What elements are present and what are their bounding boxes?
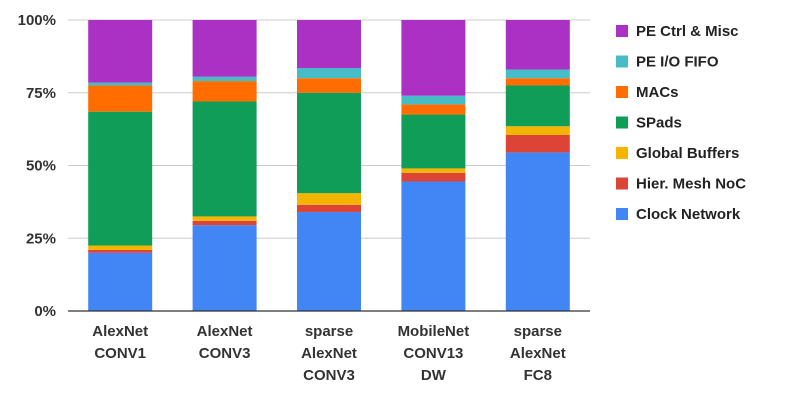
bar-segment-clock-network <box>88 252 153 311</box>
y-tick-label: 25% <box>26 230 56 247</box>
legend-label: MACs <box>636 84 679 101</box>
legend-label: Global Buffers <box>636 145 739 162</box>
bar-segment-spads <box>88 111 153 246</box>
legend-item: PE I/O FIFO <box>616 54 719 71</box>
bar-segment-macs <box>297 78 361 93</box>
bar-segment-hier-mesh-noc <box>505 134 570 153</box>
bar-segment-pe-i-o-fifo <box>192 76 257 82</box>
bars <box>88 20 570 311</box>
legend-swatch <box>616 147 628 159</box>
bar-segment-hier-mesh-noc <box>297 204 361 213</box>
y-tick-label: 0% <box>34 303 56 320</box>
x-tick-label: FC8 <box>524 367 552 384</box>
bar-segment-pe-i-o-fifo <box>401 95 466 105</box>
legend-label: PE Ctrl & Misc <box>636 23 739 40</box>
bar-segment-hier-mesh-noc <box>192 220 257 226</box>
bar-segment-pe-ctrl-misc <box>505 20 570 70</box>
x-tick-label: CONV1 <box>94 345 146 362</box>
x-tick-label: sparse <box>514 323 562 340</box>
x-tick-label: CONV3 <box>303 367 355 384</box>
legend-item: Clock Network <box>616 206 741 223</box>
y-tick-label: 50% <box>26 158 56 175</box>
legend-swatch <box>616 55 628 68</box>
bar-segment-pe-ctrl-misc <box>88 20 153 83</box>
legend-item: SPads <box>616 115 682 132</box>
bar-segment-pe-ctrl-misc <box>192 20 257 77</box>
x-tick-label: CONV3 <box>199 345 251 362</box>
bar-segment-spads <box>297 92 361 194</box>
legend-swatch <box>616 86 628 98</box>
legend-swatch <box>616 177 628 190</box>
bar-segment-clock-network <box>505 152 570 311</box>
y-tick-label: 100% <box>18 12 56 29</box>
bar-segment-spads <box>401 114 466 169</box>
legend-label: SPads <box>636 115 682 132</box>
x-axis: AlexNet CONV1 AlexNet CONV3 sparse AlexNet CON… <box>68 310 590 384</box>
bar-segment-macs <box>88 85 153 112</box>
bar-segment-global-buffers <box>505 126 570 135</box>
bar-segment-pe-i-o-fifo <box>505 69 570 79</box>
legend-swatch <box>616 25 628 37</box>
legend-item: Global Buffers <box>616 145 739 162</box>
bar-segment-global-buffers <box>297 193 361 205</box>
x-tick-label: sparse <box>305 323 353 340</box>
legend: PE Ctrl & Misc PE I/O FIFO MACs SPads Global… <box>616 23 746 223</box>
x-tick-label: CONV13 <box>403 345 463 362</box>
x-tick-label: MobileNet <box>398 323 470 340</box>
x-tick-label: DW <box>421 367 447 384</box>
bar-segment-global-buffers <box>88 245 153 250</box>
x-tick-label: AlexNet <box>197 323 253 340</box>
x-tick-label: AlexNet <box>301 345 357 362</box>
x-tick-label: AlexNet <box>510 345 566 362</box>
legend-item: MACs <box>616 84 679 101</box>
y-tick-label: 75% <box>26 85 56 102</box>
bar-segment-clock-network <box>297 212 361 311</box>
legend-label: PE I/O FIFO <box>636 54 719 71</box>
y-axis: 0% 25% 50% 75% 100% <box>18 12 56 320</box>
legend-swatch <box>616 116 628 129</box>
x-tick-label: AlexNet <box>92 323 148 340</box>
bar-segment-spads <box>192 101 257 217</box>
bar-segment-pe-ctrl-misc <box>401 20 466 96</box>
bar-segment-spads <box>505 85 570 127</box>
legend-item: PE Ctrl & Misc <box>616 23 739 40</box>
bar-segment-hier-mesh-noc <box>88 249 153 253</box>
legend-item: Hier. Mesh NoC <box>616 176 746 193</box>
bar-segment-macs <box>505 78 570 86</box>
bar-segment-global-buffers <box>192 216 257 221</box>
bar-segment-global-buffers <box>401 168 466 173</box>
bar-segment-clock-network <box>192 225 257 311</box>
bar-segment-pe-i-o-fifo <box>297 68 361 79</box>
bar-segment-hier-mesh-noc <box>401 172 466 182</box>
legend-label: Hier. Mesh NoC <box>636 176 746 193</box>
legend-label: Clock Network <box>636 206 741 223</box>
bar-segment-macs <box>401 104 466 115</box>
legend-swatch <box>616 208 628 220</box>
bar-segment-pe-i-o-fifo <box>88 82 153 86</box>
bar-segment-clock-network <box>401 181 466 311</box>
bar-segment-pe-ctrl-misc <box>297 20 361 69</box>
bar-segment-macs <box>192 81 257 102</box>
